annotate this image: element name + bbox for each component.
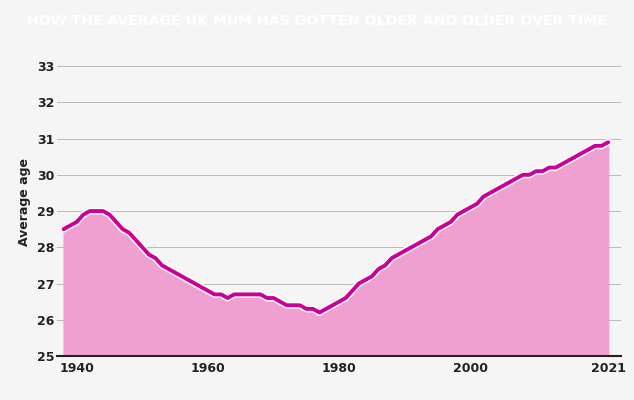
Y-axis label: Average age: Average age	[18, 158, 31, 246]
Text: HOW THE AVERAGE UK MUM HAS GOTTEN OLDER AND OLDER OVER TIME: HOW THE AVERAGE UK MUM HAS GOTTEN OLDER …	[27, 14, 607, 28]
